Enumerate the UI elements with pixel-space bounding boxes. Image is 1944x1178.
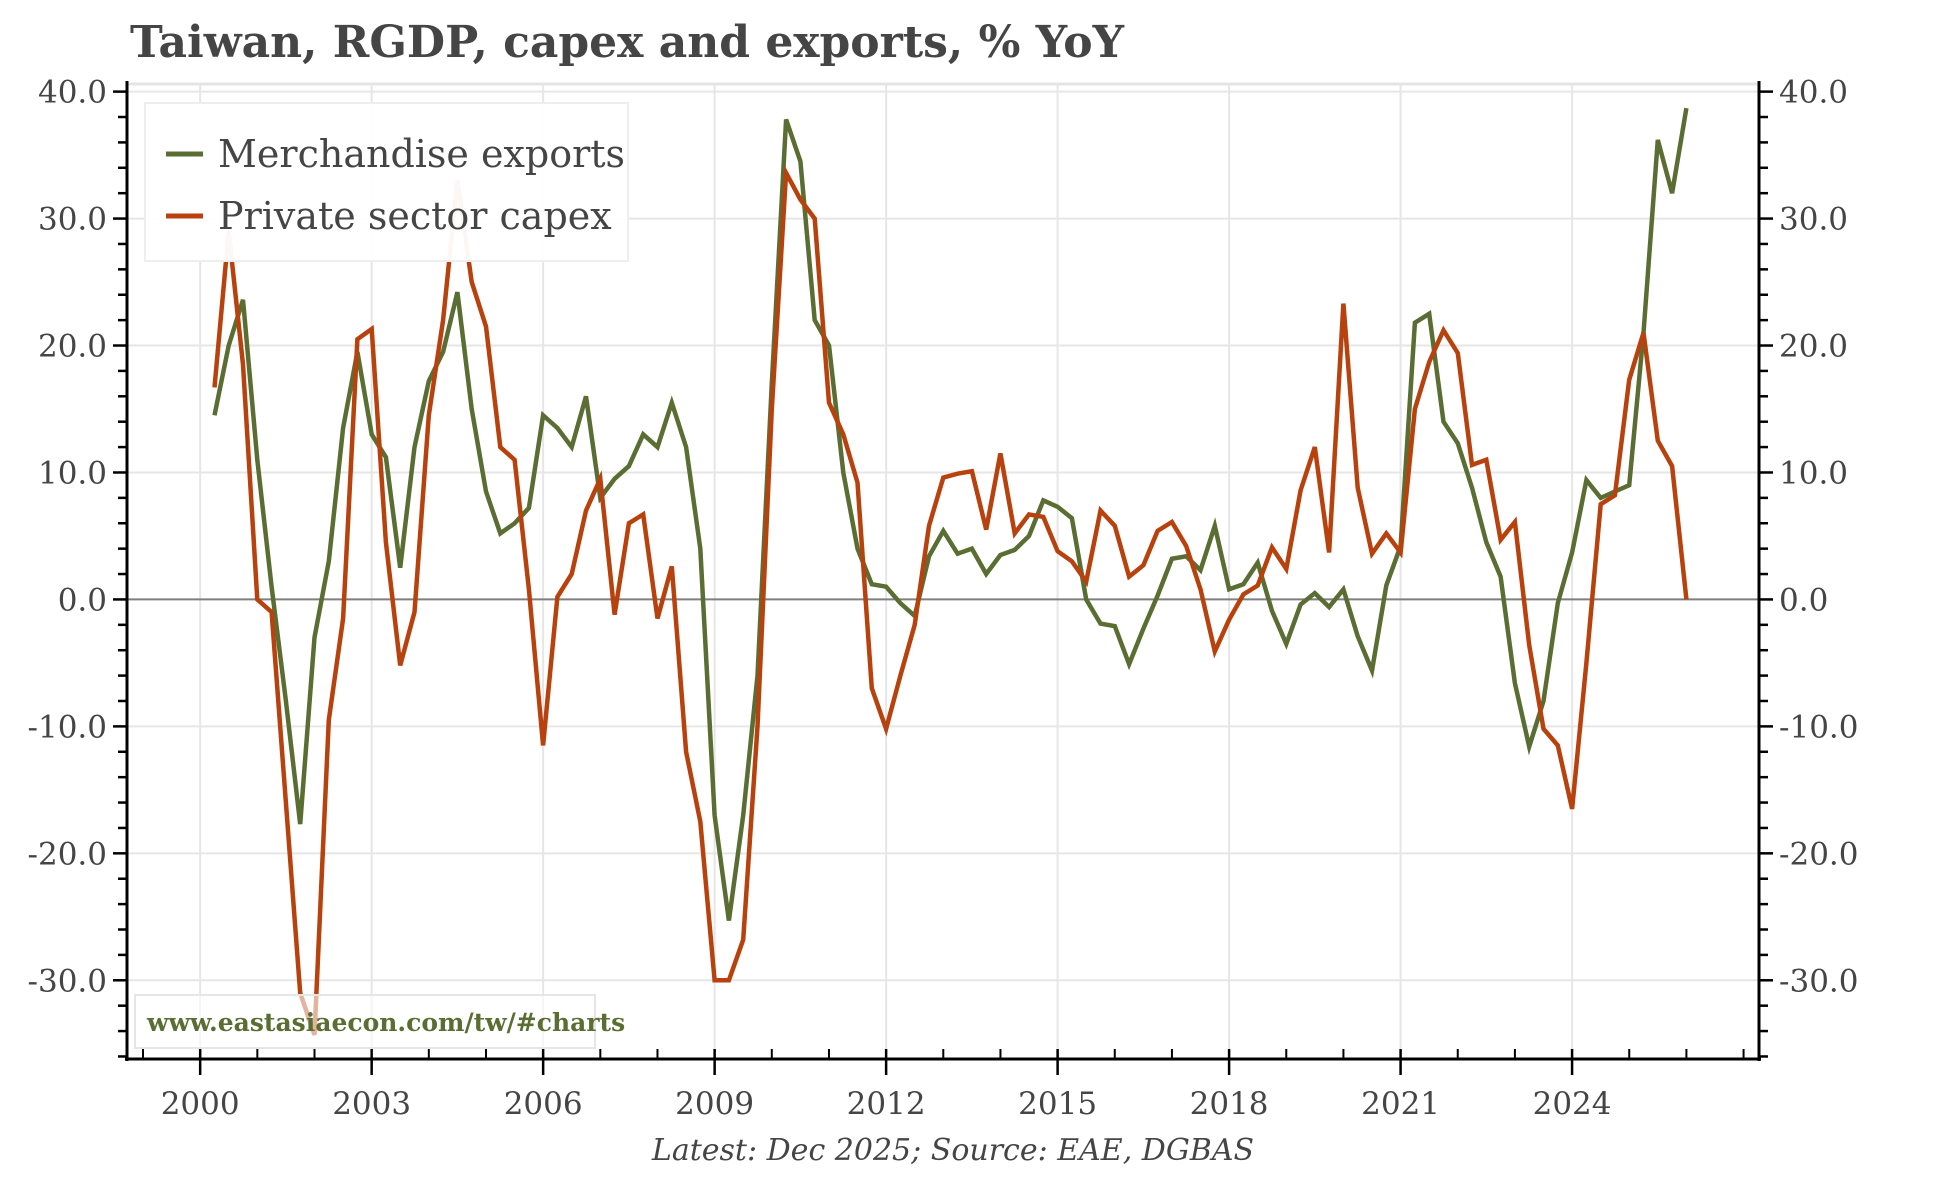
y-tick-label-left: -10.0 xyxy=(28,709,108,745)
y-tick-labels-left: 40.0 30.0 20.0 10.0 0.0 -10.0 -20.0 -30.0 xyxy=(28,75,108,1000)
y-tick-label-right: 20.0 xyxy=(1779,329,1848,365)
axes xyxy=(113,81,1773,1075)
y-tick-label-left: 10.0 xyxy=(38,455,107,491)
x-tick-label: 2009 xyxy=(675,1086,754,1122)
y-tick-label-right: 10.0 xyxy=(1779,455,1848,491)
x-tick-label: 2021 xyxy=(1361,1086,1440,1122)
y-tick-label-right: -20.0 xyxy=(1779,836,1859,872)
legend-box xyxy=(144,102,629,262)
watermark-link[interactable]: www.eastasiaecon.com/tw/#charts xyxy=(146,1008,625,1037)
x-tick-label: 2006 xyxy=(504,1086,583,1122)
series-line-exports xyxy=(212,107,1689,921)
x-tick-label: 2003 xyxy=(332,1086,411,1122)
footer-source: Latest: Dec 2025; Source: EAE, DGBAS xyxy=(651,1133,1254,1168)
y-tick-label-right: -10.0 xyxy=(1779,709,1859,745)
y-tick-label-left: 40.0 xyxy=(38,75,107,111)
legend: Merchandise exports Private sector capex xyxy=(144,102,629,262)
y-tick-label-right: 0.0 xyxy=(1779,582,1828,618)
x-tick-label: 2024 xyxy=(1533,1086,1612,1122)
series-line-capex xyxy=(212,164,1689,1036)
y-tick-label-right: 40.0 xyxy=(1779,75,1848,111)
x-tick-label: 2018 xyxy=(1190,1086,1269,1122)
y-tick-label-left: 0.0 xyxy=(58,582,107,618)
watermark-box xyxy=(134,994,596,1049)
y-tick-label-right: -30.0 xyxy=(1779,963,1859,999)
legend-label-capex: Private sector capex xyxy=(218,194,612,238)
legend-label-exports: Merchandise exports xyxy=(218,132,625,176)
x-tick-label: 2015 xyxy=(1018,1086,1097,1122)
chart-title: Taiwan, RGDP, capex and exports, % YoY xyxy=(130,17,1125,68)
x-tick-label: 2012 xyxy=(847,1086,926,1122)
y-tick-label-right: 30.0 xyxy=(1779,202,1848,238)
y-tick-labels-right: 40.0 30.0 20.0 10.0 0.0 -10.0 -20.0 -30.0 xyxy=(1779,75,1859,1000)
y-tick-label-left: -30.0 xyxy=(28,963,108,999)
y-tick-label-left: 30.0 xyxy=(38,202,107,238)
x-tick-labels: 2000 2003 2006 2009 2012 2015 2018 2021 2024 xyxy=(161,1086,1612,1122)
y-tick-label-left: 20.0 xyxy=(38,329,107,365)
x-tick-label: 2000 xyxy=(161,1086,240,1122)
y-tick-label-left: -20.0 xyxy=(28,836,108,872)
watermark: www.eastasiaecon.com/tw/#charts xyxy=(134,994,625,1049)
